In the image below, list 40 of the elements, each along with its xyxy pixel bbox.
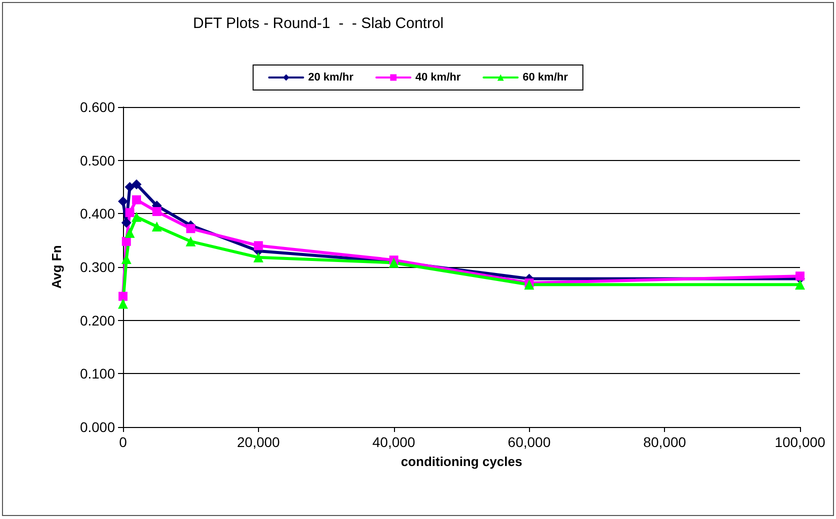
x-tick-label: 60,000	[508, 434, 551, 450]
point	[125, 208, 134, 218]
point	[253, 252, 264, 262]
point	[132, 212, 142, 222]
x-tick-label: 80,000	[643, 434, 686, 450]
y-tick-label: 0.100	[80, 366, 116, 382]
y-tick-label: 0.500	[80, 152, 116, 168]
y-tick-label: 0.300	[80, 259, 116, 275]
y-tick-label: 0.200	[80, 312, 116, 328]
legend-label: 60 km/hr	[522, 72, 569, 84]
legend-label: 20 km/hr	[308, 72, 354, 84]
point	[132, 195, 142, 204]
chart-title: DFT Plots - Round-1 - - Slab Control	[193, 15, 444, 32]
point	[152, 221, 162, 232]
x-tick-label: 100,000	[774, 434, 826, 450]
point	[152, 207, 162, 216]
y-tick-label: 0.400	[80, 206, 116, 222]
point	[795, 280, 805, 290]
x-tick-label: 20,000	[236, 434, 280, 450]
point	[132, 179, 142, 190]
point	[122, 236, 131, 246]
point	[118, 298, 128, 309]
y-tick-label: 0.600	[80, 99, 116, 115]
point	[124, 228, 135, 238]
point	[524, 280, 534, 290]
x-tick-label: 40,000	[372, 434, 416, 450]
point	[186, 224, 196, 234]
y-axis-title: Avg Fn	[49, 245, 64, 289]
x-tick-label: 0	[119, 434, 128, 450]
point	[118, 292, 128, 301]
point	[121, 218, 132, 228]
legend-label: 40 km/hr	[415, 72, 462, 84]
point	[186, 236, 196, 246]
y-tick-label: 0.000	[80, 419, 116, 435]
x-axis-title: conditioning cycles	[400, 454, 522, 469]
point	[254, 241, 263, 250]
point	[121, 254, 132, 264]
point	[124, 182, 135, 192]
point	[118, 196, 128, 206]
point	[796, 272, 804, 281]
